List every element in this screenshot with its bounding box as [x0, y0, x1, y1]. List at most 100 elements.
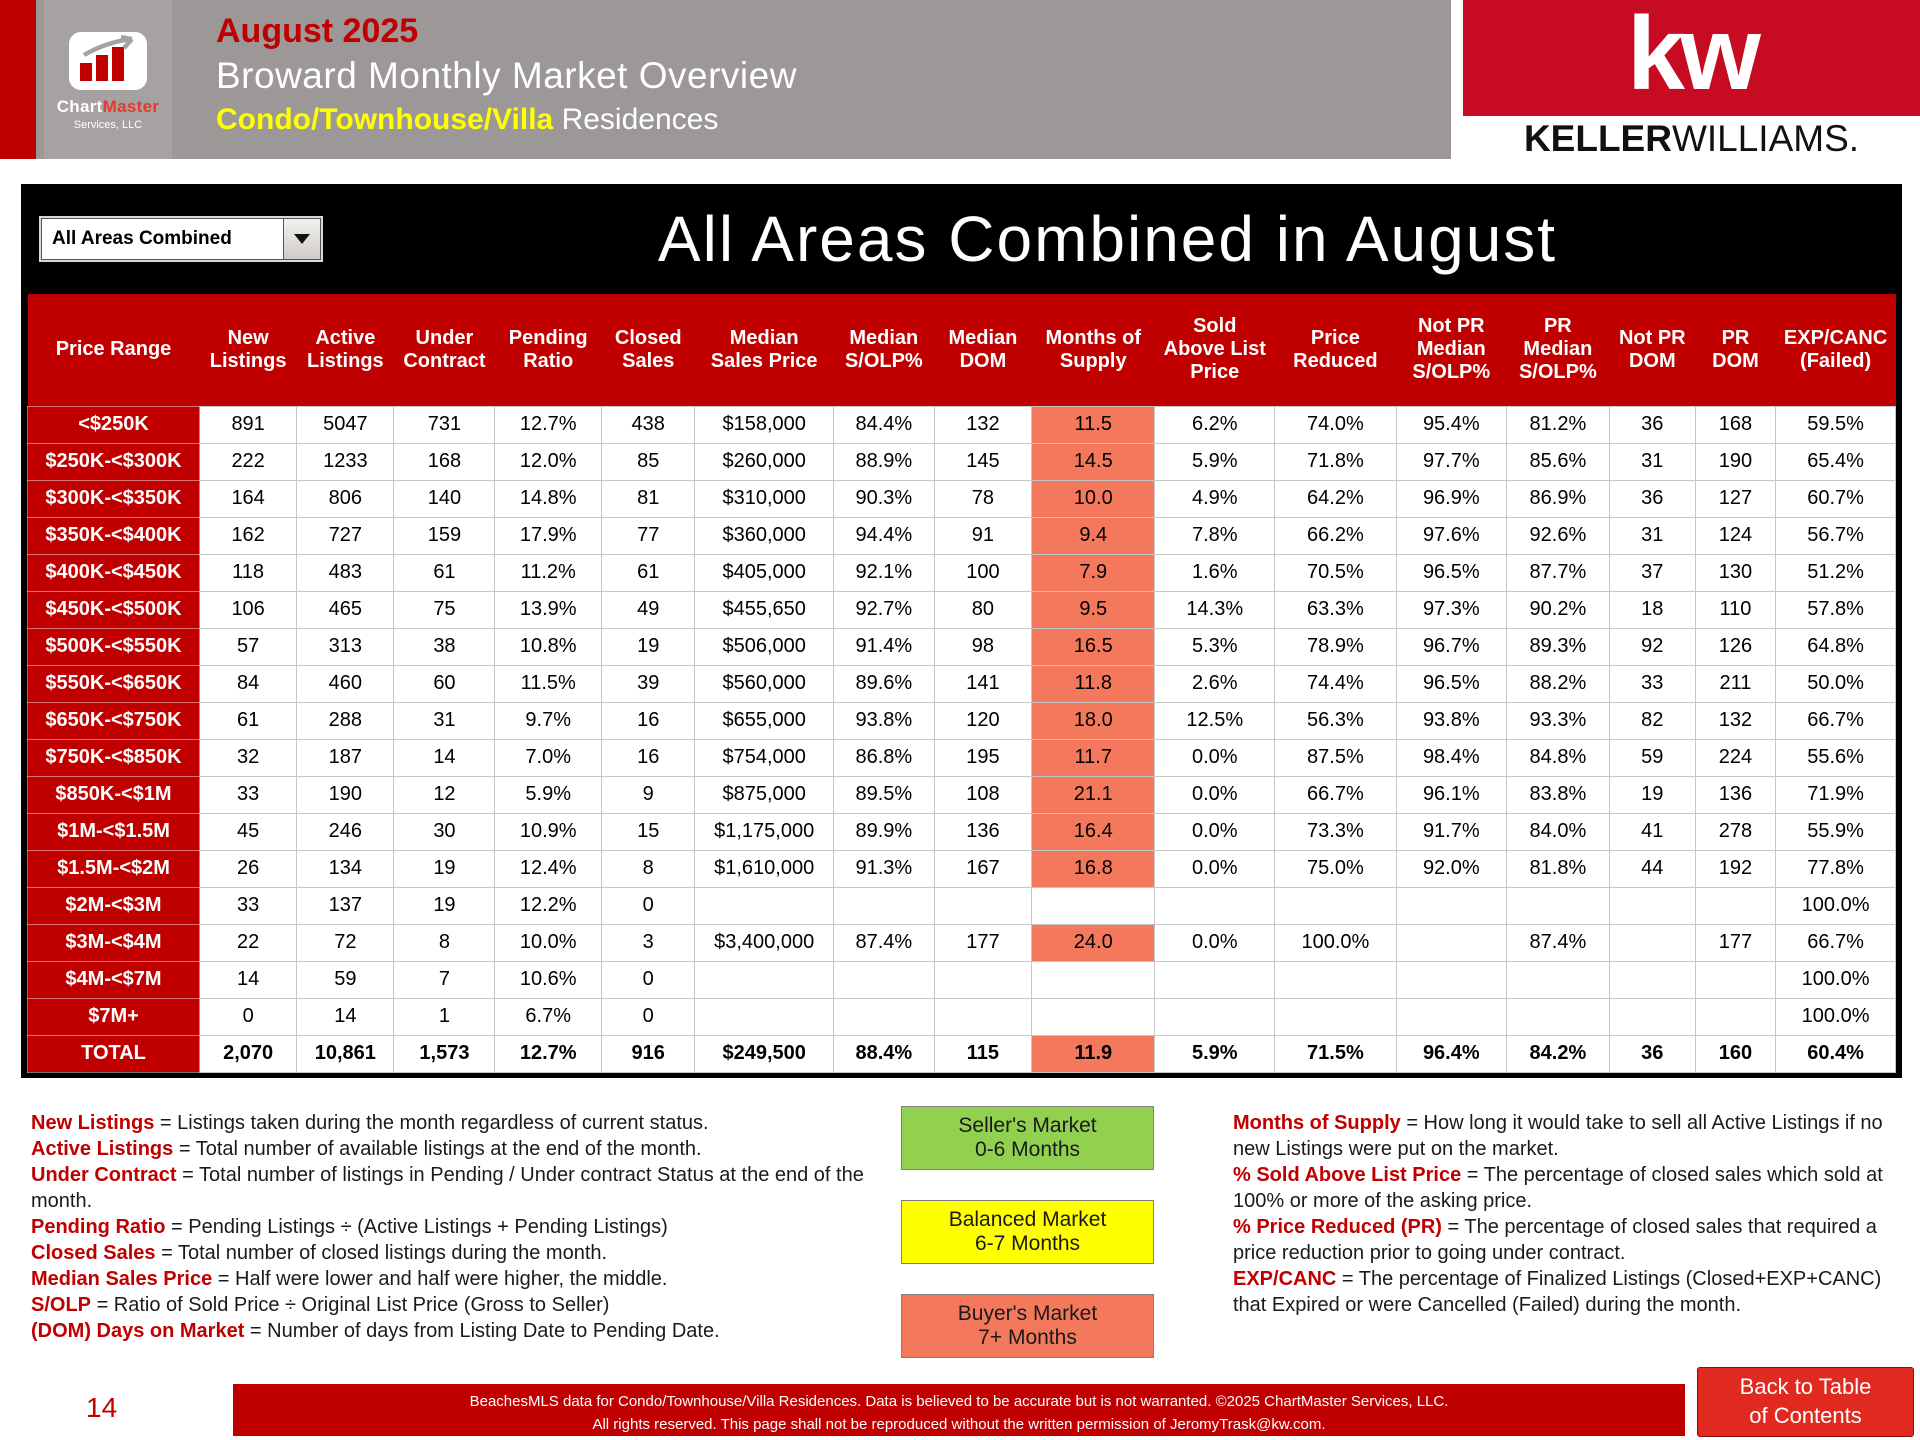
table-cell: $754,000 [694, 738, 834, 777]
column-header: Price Range [27, 294, 200, 406]
table-row: TOTAL 2,070 10,861 1,573 12.7% 916 $249,500 88.… [26, 1034, 1896, 1073]
table-cell: 115 [933, 1034, 1033, 1073]
table-cell: 97.6% [1395, 516, 1507, 555]
table-row: $2M-<$3M 33 137 19 12.2% 0 100.0% [26, 886, 1896, 925]
table-cell [1395, 923, 1507, 962]
area-dropdown-value[interactable]: All Areas Combined [41, 218, 283, 260]
kw-monogram-box: kw [1463, 0, 1920, 116]
table-cell: 71.9% [1775, 775, 1896, 814]
kw-wordmark: KELLERWILLIAMS. [1463, 118, 1920, 160]
table-cell: 1,573 [393, 1034, 496, 1073]
table-cell: 190 [1694, 442, 1777, 481]
column-header: Median Sales Price [694, 294, 834, 406]
table-cell: 92.0% [1395, 849, 1507, 888]
table-cell: 30 [393, 812, 496, 851]
area-dropdown[interactable]: All Areas Combined [39, 216, 323, 262]
table-cell: 36 [1608, 405, 1696, 444]
table-cell: 168 [1694, 405, 1777, 444]
table-cell: 14 [296, 997, 395, 1036]
table-cell: 92.1% [832, 553, 935, 592]
table-cell: 36 [1608, 1034, 1696, 1073]
table-cell: 10.8% [494, 627, 602, 666]
table-cell: 313 [296, 627, 395, 666]
table-cell: 12 [393, 775, 496, 814]
table-cell: 74.0% [1274, 405, 1397, 444]
table-cell: 55.9% [1775, 812, 1896, 851]
table-cell: 3 [600, 923, 696, 962]
table-cell: 190 [296, 775, 395, 814]
table-cell: 57.8% [1775, 590, 1896, 629]
table-cell: 80 [933, 590, 1033, 629]
table-cell: 65.4% [1775, 442, 1896, 481]
table-cell [1395, 886, 1507, 925]
table-cell: 84.0% [1505, 812, 1610, 851]
chartmaster-icon [69, 31, 147, 90]
table-cell: 71.5% [1274, 1034, 1397, 1073]
table-cell: 16 [600, 701, 696, 740]
table-cell: 0.0% [1154, 775, 1276, 814]
table-cell: 81 [600, 479, 696, 518]
table-cell: 141 [933, 664, 1033, 703]
table-cell: 33 [199, 775, 298, 814]
table-cell [1505, 960, 1610, 999]
column-header: Under Contract [393, 294, 495, 406]
page-number: 14 [86, 1392, 118, 1423]
dropdown-arrow-icon[interactable] [283, 218, 321, 260]
table-cell [933, 960, 1033, 999]
table-cell: 192 [1694, 849, 1777, 888]
table-cell: 31 [393, 701, 496, 740]
table-cell: 59 [296, 960, 395, 999]
table-cell: 71.8% [1274, 442, 1397, 481]
table-cell: 11.5% [494, 664, 602, 703]
table-cell [694, 886, 834, 925]
table-cell: 11.7 [1031, 738, 1156, 777]
table-cell: 96.1% [1395, 775, 1507, 814]
table-cell: 94.4% [832, 516, 935, 555]
table-cell: 731 [393, 405, 496, 444]
table-cell: 19 [1608, 775, 1696, 814]
price-range-label: $300K-<$350K [26, 479, 201, 518]
table-cell: 96.5% [1395, 664, 1507, 703]
table-cell: 97.3% [1395, 590, 1507, 629]
table-row: $3M-<$4M 22 72 8 10.0% 3 $3,400,000 87.4% 177 24.… [26, 923, 1896, 962]
table-cell: 11.5 [1031, 405, 1156, 444]
column-header: PR Median S/OLP% [1506, 294, 1610, 406]
table-cell: 60.7% [1775, 479, 1896, 518]
table-cell: 51.2% [1775, 553, 1896, 592]
table-cell: 84.4% [832, 405, 935, 444]
table-cell: 90.2% [1505, 590, 1610, 629]
table-cell: 82 [1608, 701, 1696, 740]
table-cell: 88.4% [832, 1034, 935, 1073]
table-cell [694, 960, 834, 999]
table-header-row: Price Range New Listings Active Listings Un… [27, 294, 1896, 406]
table-cell: 222 [199, 442, 298, 481]
table-cell: 81.2% [1505, 405, 1610, 444]
table-cell: 438 [600, 405, 696, 444]
table-cell: 88.9% [832, 442, 935, 481]
column-header: EXP/CANC (Failed) [1775, 294, 1896, 406]
back-to-toc-button[interactable]: Back to Table of Contents [1697, 1367, 1914, 1437]
table-cell: 162 [199, 516, 298, 555]
table-cell: 10.0 [1031, 479, 1156, 518]
table-row: $850K-<$1M 33 190 12 5.9% 9 $875,000 89.5% 108 21… [26, 775, 1896, 814]
copyright-line-2: All rights reserved. This page shall not… [592, 1416, 1326, 1434]
table-cell: 22 [199, 923, 298, 962]
table-cell: 93.3% [1505, 701, 1610, 740]
back-button-line-2: of Contents [1749, 1403, 1862, 1428]
table-cell: $455,650 [694, 590, 834, 629]
table-cell [1608, 997, 1696, 1036]
table-cell: 4.9% [1154, 479, 1276, 518]
price-range-label: $1M-<$1.5M [26, 812, 201, 851]
table-cell: 89.9% [832, 812, 935, 851]
right-definitions: Months of Supply = How long it would tak… [1233, 1110, 1895, 1318]
table-cell [694, 997, 834, 1036]
table-cell: $310,000 [694, 479, 834, 518]
table-cell: 140 [393, 479, 496, 518]
table-cell: 9.5 [1031, 590, 1156, 629]
table-cell: 13.9% [494, 590, 602, 629]
market-table: Price Range New Listings Active Listings Un… [26, 294, 1896, 1073]
table-row: $250K-<$300K 222 1233 168 12.0% 85 $260,000 88.… [26, 442, 1896, 481]
table-cell: 60.4% [1775, 1034, 1896, 1073]
table-cell [1395, 960, 1507, 999]
table-cell: 160 [1694, 1034, 1777, 1073]
